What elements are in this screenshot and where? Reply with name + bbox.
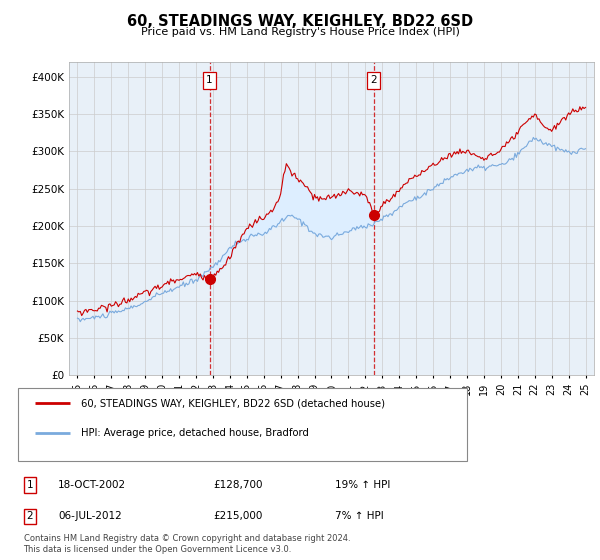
Text: 1: 1 bbox=[26, 480, 33, 490]
Text: £215,000: £215,000 bbox=[214, 511, 263, 521]
Text: Price paid vs. HM Land Registry's House Price Index (HPI): Price paid vs. HM Land Registry's House … bbox=[140, 27, 460, 37]
FancyBboxPatch shape bbox=[18, 388, 467, 461]
Text: 1: 1 bbox=[206, 76, 213, 86]
Text: 18-OCT-2002: 18-OCT-2002 bbox=[58, 480, 126, 490]
Text: £128,700: £128,700 bbox=[214, 480, 263, 490]
Text: HPI: Average price, detached house, Bradford: HPI: Average price, detached house, Brad… bbox=[81, 428, 309, 438]
Text: Contains HM Land Registry data © Crown copyright and database right 2024.
This d: Contains HM Land Registry data © Crown c… bbox=[23, 534, 350, 554]
Text: 19% ↑ HPI: 19% ↑ HPI bbox=[335, 480, 390, 490]
Text: 60, STEADINGS WAY, KEIGHLEY, BD22 6SD: 60, STEADINGS WAY, KEIGHLEY, BD22 6SD bbox=[127, 14, 473, 29]
Text: 2: 2 bbox=[371, 76, 377, 86]
Text: 2: 2 bbox=[26, 511, 33, 521]
Text: 7% ↑ HPI: 7% ↑ HPI bbox=[335, 511, 383, 521]
Text: 06-JUL-2012: 06-JUL-2012 bbox=[58, 511, 122, 521]
Text: 60, STEADINGS WAY, KEIGHLEY, BD22 6SD (detached house): 60, STEADINGS WAY, KEIGHLEY, BD22 6SD (d… bbox=[81, 398, 385, 408]
